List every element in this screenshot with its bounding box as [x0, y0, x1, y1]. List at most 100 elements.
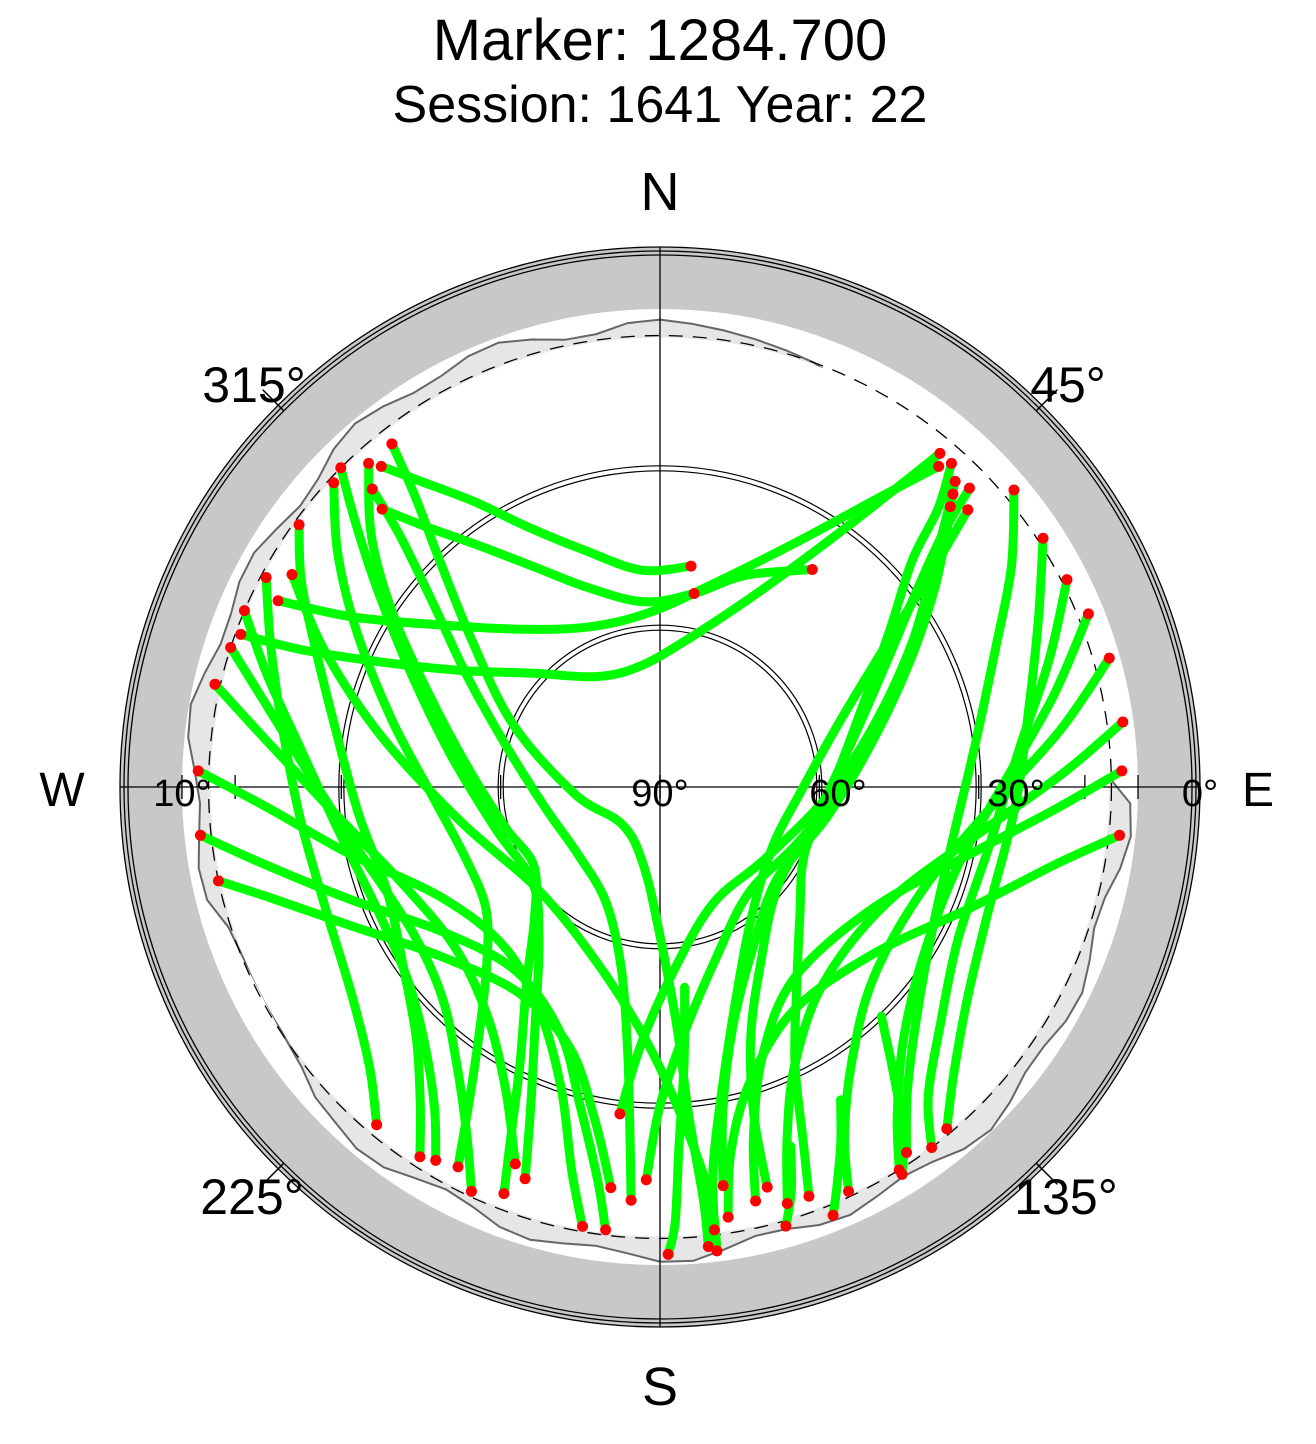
track-end-point	[519, 1173, 531, 1185]
track-end-point	[1114, 829, 1126, 841]
track-end-point	[934, 447, 946, 459]
compass-south-label: S	[642, 1357, 678, 1417]
track-end-point	[260, 572, 272, 584]
track-end-point	[945, 457, 957, 469]
track-end-point	[625, 1194, 637, 1206]
satellite-track-33	[828, 1095, 846, 1220]
satellite-track-31	[273, 461, 944, 634]
track-end-point	[1103, 652, 1115, 664]
satellite-track-2	[376, 461, 696, 576]
satellite-track-24	[923, 575, 1072, 1152]
track-end-point	[192, 765, 204, 777]
track-end-point	[376, 503, 388, 515]
compass-west-label: W	[39, 764, 85, 817]
track-end-point	[614, 1108, 626, 1120]
track-end-point	[1117, 716, 1129, 728]
track-end-point	[509, 1158, 521, 1170]
satellite-track-28	[748, 766, 1127, 1206]
track-end-point	[1037, 532, 1049, 544]
satellite-track-7	[336, 463, 544, 1184]
track-end-point	[366, 483, 378, 495]
satellite-track-9	[261, 573, 382, 1130]
azimuth-tick	[262, 389, 285, 412]
compass-north-label: N	[641, 162, 680, 222]
track-end-point	[780, 1220, 792, 1232]
track-end-point	[827, 1209, 839, 1221]
track-end-point	[944, 501, 956, 513]
track-end-point	[212, 875, 224, 887]
track-end-point	[711, 1245, 723, 1257]
satellite-track-34	[781, 1141, 797, 1231]
satellite-track-13	[193, 766, 587, 1231]
elevation-label-60: 60°	[809, 773, 866, 815]
track-end-point	[375, 460, 387, 472]
track-end-point	[685, 560, 697, 572]
track-end-point	[722, 1211, 734, 1223]
track-end-point	[901, 1146, 913, 1158]
track-end-point	[1008, 484, 1020, 496]
track-end-point	[962, 504, 974, 516]
satellite-track-6	[387, 439, 713, 1251]
track-end-point	[238, 605, 250, 617]
track-end-point	[947, 488, 959, 500]
track-end-point	[662, 1248, 674, 1260]
track-end-point	[328, 477, 340, 489]
track-end-point	[750, 1195, 762, 1207]
compass-east-label: E	[1242, 764, 1274, 817]
satellite-tracks	[193, 439, 1128, 1259]
satellite-track-27	[782, 717, 1128, 1208]
satellite-track-5	[329, 478, 493, 1172]
track-end-point	[235, 628, 247, 640]
track-end-point	[335, 462, 347, 474]
track-end-point	[293, 519, 305, 531]
track-end-point	[386, 438, 398, 450]
track-end-point	[640, 1174, 652, 1186]
track-end-point	[806, 563, 818, 575]
satellite-track-14	[196, 830, 611, 1235]
track-end-point	[688, 587, 700, 599]
track-end-point	[708, 1224, 720, 1236]
track-end-point	[1116, 765, 1128, 777]
track-end-point	[430, 1154, 442, 1166]
track-end-point	[702, 1241, 714, 1253]
satellite-track-30	[236, 448, 945, 682]
satellite-track-20	[615, 502, 955, 1119]
satellite-track-26	[839, 653, 1114, 1196]
track-end-point	[194, 829, 206, 841]
satellite-track-4	[364, 458, 542, 1199]
elevation-label-30: 30°	[987, 773, 1044, 815]
satellite-track-10	[239, 606, 441, 1165]
track-end-point	[941, 1123, 953, 1135]
elevation-label-10: 10°	[153, 773, 210, 815]
track-end-point	[452, 1161, 464, 1173]
satellite-track-36	[663, 982, 690, 1259]
track-end-point	[1082, 608, 1094, 620]
satellite-track-35	[876, 1011, 909, 1179]
azimuth-tick	[262, 1162, 285, 1185]
track-end-point	[286, 569, 298, 581]
track-end-point	[949, 475, 961, 487]
axis-labels: N E S W 45° 135° 225° 315° 0° 10° 30° 60° 90°	[39, 162, 1274, 1417]
track-end-point	[577, 1220, 589, 1232]
azimuth-label-135: 135°	[1014, 1169, 1117, 1225]
chart-title: Marker: 1284.700	[433, 8, 888, 73]
azimuth-tick	[1035, 1162, 1058, 1185]
track-end-point	[600, 1224, 612, 1236]
azimuth-label-45: 45°	[1030, 357, 1106, 413]
chart-subtitle: Session: 1641 Year: 22	[393, 76, 928, 134]
track-end-point	[963, 482, 975, 494]
track-end-point	[803, 1190, 815, 1202]
satellite-track-15	[213, 876, 616, 1193]
track-end-point	[933, 460, 945, 472]
track-end-markers	[192, 438, 1129, 1260]
track-end-point	[465, 1185, 477, 1197]
track-end-point	[1061, 574, 1073, 586]
track-end-point	[225, 641, 237, 653]
track-end-point	[498, 1188, 510, 1200]
azimuth-label-225: 225°	[200, 1169, 303, 1225]
track-end-point	[209, 678, 221, 690]
azimuth-tick	[1035, 389, 1058, 412]
satellite-track-22	[901, 485, 1019, 1157]
track-end-point	[717, 1180, 729, 1192]
